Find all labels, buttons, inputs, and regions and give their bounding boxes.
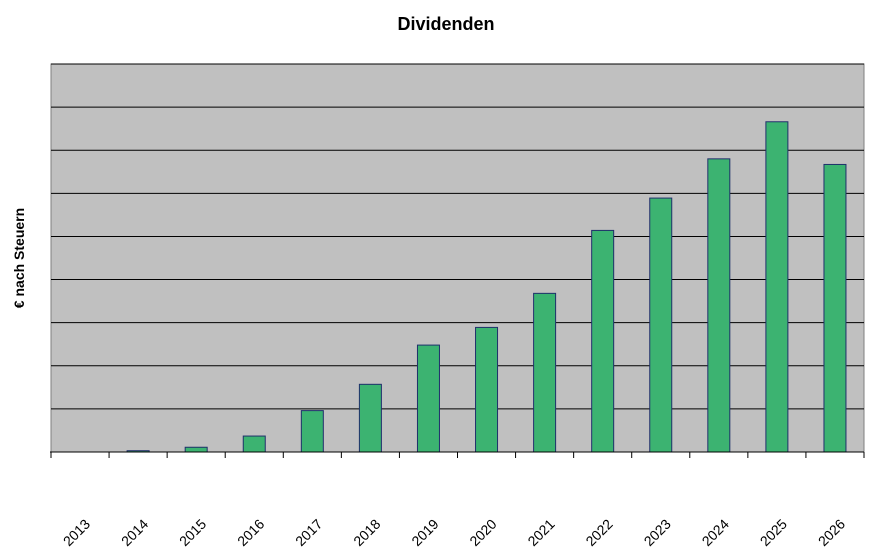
x-tick-label-2024: 2024: [699, 516, 732, 549]
x-tick-label-2018: 2018: [350, 516, 383, 549]
bar-2019: [416, 344, 440, 453]
bar-2017: [300, 410, 324, 453]
bar-2016: [242, 435, 266, 453]
bars-group: [126, 121, 847, 453]
x-tick-label-2019: 2019: [408, 516, 441, 549]
bar-2026: [823, 163, 847, 453]
x-tick-label-2013: 2013: [60, 516, 93, 549]
x-tick-label-2014: 2014: [118, 516, 151, 549]
bar-2018: [358, 383, 382, 453]
x-tick-label-2026: 2026: [815, 516, 848, 549]
x-tick-labels: 2013 2014 2015 2016 2017 2018 2019 2020 2021 2022…: [60, 516, 848, 549]
x-tick-label-2020: 2020: [466, 516, 499, 549]
bar-2021: [533, 292, 557, 453]
x-tick-label-2016: 2016: [234, 516, 267, 549]
bar-2020: [475, 326, 499, 453]
plot-area: [50, 63, 865, 453]
bar-2023: [649, 197, 673, 453]
bar-2024: [707, 158, 731, 453]
x-tick-label-2025: 2025: [757, 516, 790, 549]
bar-2022: [591, 229, 615, 453]
bar-2025: [765, 121, 789, 453]
bar-2015: [184, 446, 208, 453]
chart-title: Dividenden: [397, 14, 494, 34]
x-tick-label-2023: 2023: [641, 516, 674, 549]
x-tick-label-2015: 2015: [176, 516, 209, 549]
axes-group: [50, 451, 865, 458]
x-tick-label-2021: 2021: [524, 516, 557, 549]
x-tick-label-2017: 2017: [292, 516, 325, 549]
x-tick-label-2022: 2022: [582, 516, 615, 549]
plot-background: [50, 63, 865, 453]
y-axis-label: € nach Steuern: [11, 208, 27, 308]
